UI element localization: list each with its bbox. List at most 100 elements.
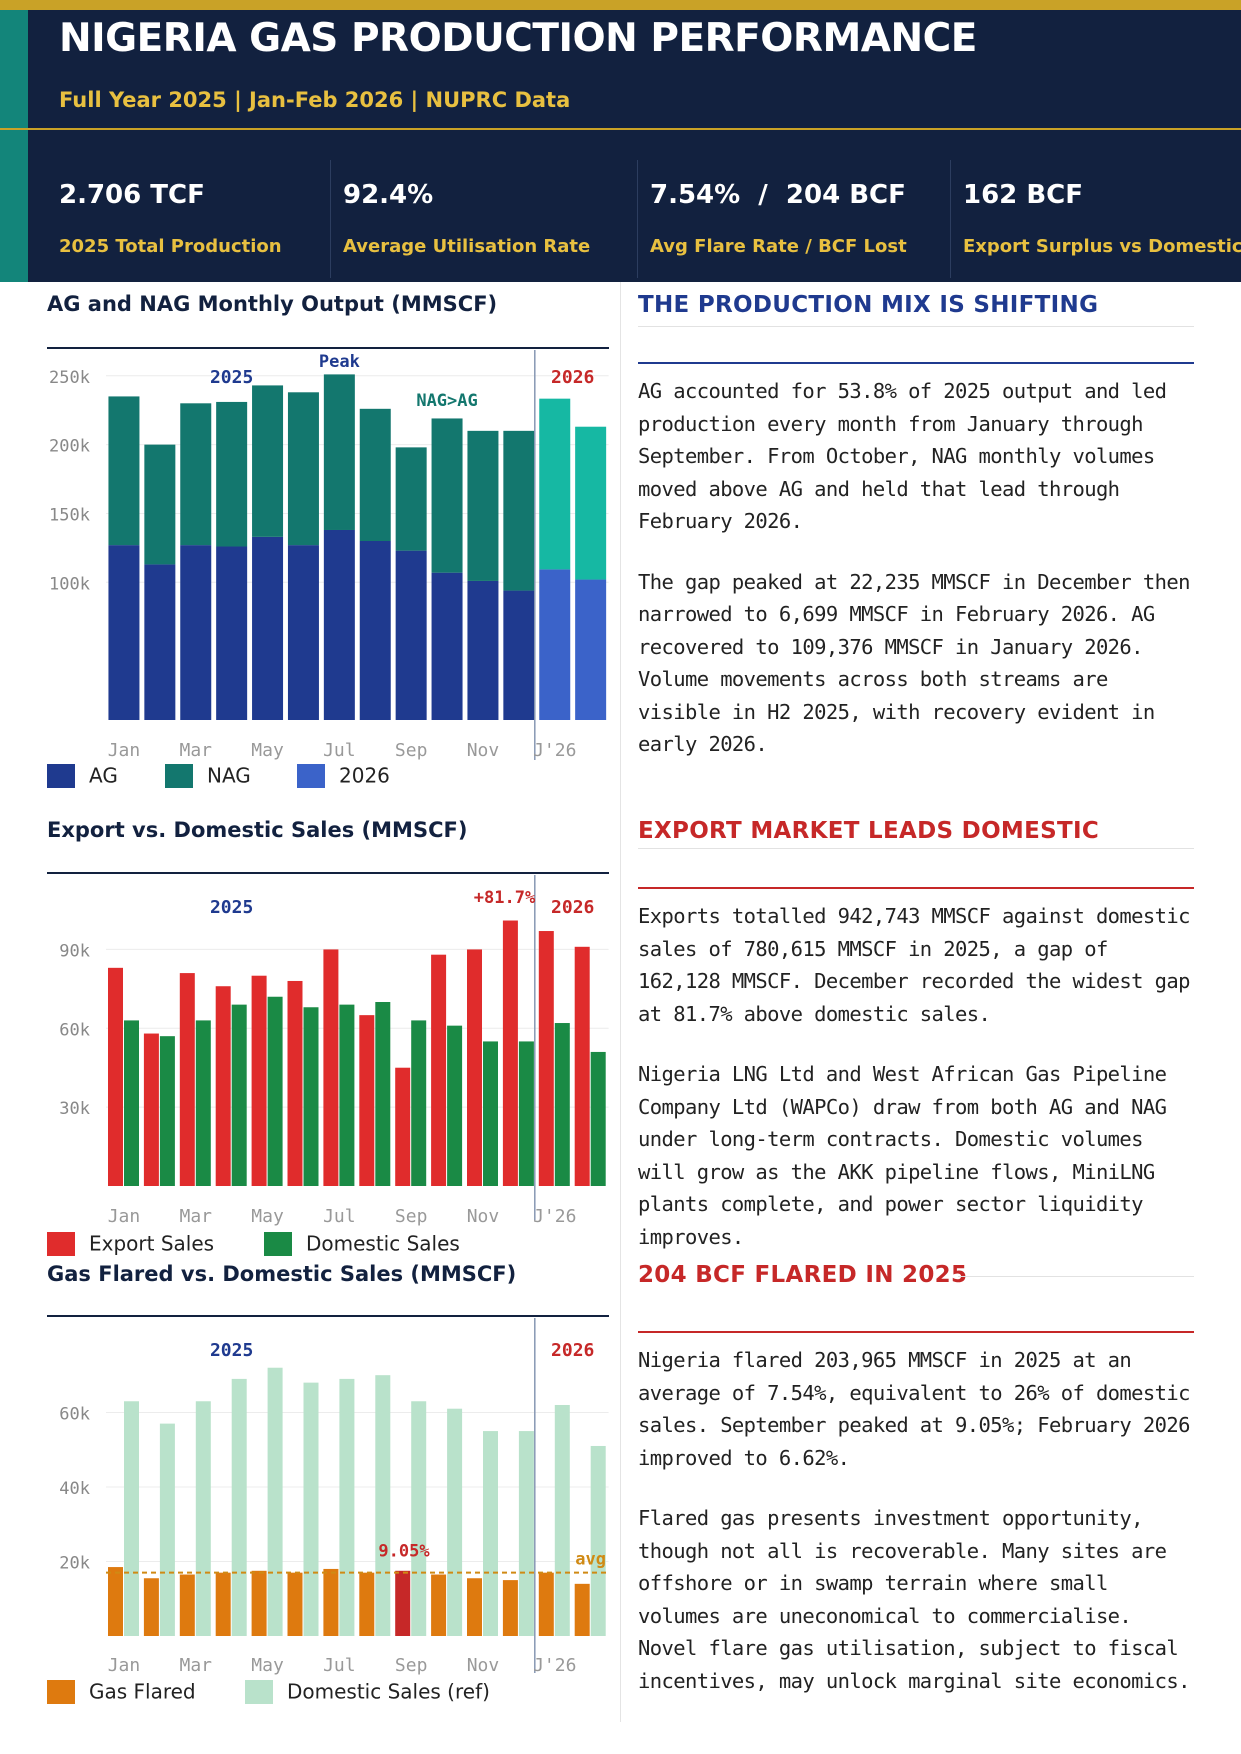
peak-annotation: Peak — [319, 352, 360, 372]
section-thin-rule — [638, 848, 1194, 849]
section-rule — [638, 362, 1194, 364]
legend-item-domestic-ref: Domestic Sales (ref) — [245, 1678, 490, 1704]
kpi-label: Average Utilisation Rate — [343, 236, 591, 257]
bar-domestic-May — [267, 996, 283, 1186]
bar-nag-Mar — [180, 403, 212, 546]
x-tick-label: Jan — [108, 1206, 141, 1227]
legend-item-ag: AG — [47, 762, 118, 788]
bar-flared-May — [251, 1570, 267, 1636]
x-tick-label: Jul — [323, 1655, 356, 1676]
x-tick-label: Jul — [323, 740, 356, 760]
legend-label: AG — [89, 763, 118, 788]
x-tick-label: Sep — [395, 1655, 428, 1676]
x-tick-label: Jul — [323, 1206, 356, 1227]
bar-domestic-Apr — [231, 1004, 247, 1186]
legend-swatch — [297, 763, 325, 788]
legend-item-flared: Gas Flared — [47, 1678, 196, 1704]
bar-export-Dec — [502, 920, 518, 1186]
bar-flared-Apr — [215, 1572, 231, 1636]
kpi-label: Export Surplus vs Domestic — [963, 236, 1241, 257]
bar-domestic-ref-Aug — [375, 1375, 391, 1636]
bar-domestic-ref-Mar — [195, 1401, 211, 1636]
section-body-export-market: Exports totalled 942,743 MMSCF against d… — [638, 900, 1194, 1253]
x-tick-label: May — [251, 1206, 284, 1227]
bar-flared-Jan'26 — [538, 1572, 554, 1636]
section-thin-rule — [958, 1276, 1194, 1277]
legend-label: Gas Flared — [89, 1679, 196, 1704]
bar-ag-Sep — [395, 550, 427, 720]
chart-rule — [47, 1315, 609, 1317]
bar-domestic-Feb'26 — [590, 1051, 606, 1186]
y-tick-label: 90k — [59, 941, 90, 961]
column-separator — [620, 282, 621, 1722]
bar-nag-Apr — [216, 401, 248, 547]
bar-domestic-ref-May — [267, 1367, 283, 1636]
legend-label: Domestic Sales — [306, 1231, 460, 1256]
bar-domestic-ref-Jan — [124, 1401, 139, 1636]
paragraph: Exports totalled 942,743 MMSCF against d… — [638, 904, 1190, 1026]
bar-export-Feb — [143, 1033, 159, 1186]
y-tick-label: 20k — [59, 1553, 90, 1573]
y-tick-label: 30k — [59, 1099, 90, 1119]
year-label-2025: 2025 — [210, 367, 253, 388]
bar-nag-Aug — [359, 408, 391, 541]
bar-domestic-Jan — [124, 1020, 139, 1186]
bar-nag-Feb — [144, 444, 176, 565]
legend-item-2026: 2026 — [297, 762, 390, 788]
chart-title-flared-domestic: Gas Flared vs. Domestic Sales (MMSCF) — [47, 1262, 517, 1286]
bar-flared-Jan — [108, 1567, 123, 1636]
chart-title-ag-nag: AG and NAG Monthly Output (MMSCF) — [47, 292, 498, 316]
bar-domestic-Jul — [339, 1004, 355, 1186]
legend-label: Domestic Sales (ref) — [287, 1679, 490, 1704]
bar-nag-Dec — [503, 430, 535, 591]
ag-nag-chart: 100k 150k 200k 250k Jan Mar May Jul Sep Nov J'26 20… — [49, 350, 609, 760]
bar-ag-Apr — [216, 546, 248, 720]
bar-export-Apr — [215, 986, 231, 1186]
y-tick-label: 60k — [59, 1404, 90, 1424]
bar-flared-Nov — [467, 1578, 482, 1636]
bar-nag-Jan'26 — [539, 398, 571, 570]
bar-domestic-ref-Apr — [231, 1378, 247, 1636]
x-tick-label: Mar — [179, 1655, 212, 1676]
x-tick-label: May — [251, 1655, 284, 1676]
y-tick-label: 200k — [49, 437, 90, 457]
bar-flared-Jun — [287, 1572, 303, 1636]
bar-nag-Jun — [287, 392, 319, 546]
gap-annotation: +81.7% — [474, 888, 536, 908]
bar-flared-Dec — [502, 1580, 518, 1636]
kpi-divider — [637, 160, 638, 278]
legend-swatch — [47, 1231, 75, 1256]
legend-item-export: Export Sales — [47, 1230, 214, 1256]
bar-ag-May — [252, 536, 284, 720]
bar-flared-Aug — [359, 1572, 375, 1636]
section-rule — [638, 1331, 1194, 1333]
bar-flared-Mar — [179, 1574, 195, 1636]
year-label-2026: 2026 — [551, 367, 594, 388]
x-tick-label: J'26 — [533, 1206, 576, 1227]
bar-nag-Sep — [395, 447, 427, 551]
legend-swatch — [47, 1679, 75, 1704]
legend-label: NAG — [207, 763, 251, 788]
legend-label: Export Sales — [89, 1231, 215, 1256]
bar-flared-Oct — [431, 1574, 447, 1636]
legend-label: 2026 — [339, 763, 390, 788]
bar-ag-Oct — [431, 572, 463, 720]
bar-flared-Feb — [143, 1578, 159, 1636]
kpi-label: Avg Flare Rate / BCF Lost — [650, 236, 907, 257]
paragraph: Nigeria LNG Ltd and West African Gas Pip… — [638, 1062, 1167, 1249]
year-label-2026: 2026 — [551, 897, 594, 918]
legend-swatch — [264, 1231, 292, 1256]
legend-swatch — [245, 1679, 273, 1704]
bar-ag-Nov — [467, 580, 499, 720]
bar-domestic-ref-Jun — [303, 1382, 319, 1636]
x-tick-label: J'26 — [533, 740, 576, 760]
legend-swatch — [47, 763, 75, 788]
bar-nag-Feb'26 — [575, 426, 607, 580]
section-body-production-mix: AG accounted for 53.8% of 2025 output an… — [638, 375, 1194, 761]
bar-domestic-ref-Feb'26 — [590, 1445, 606, 1636]
bar-ag-Jan — [108, 545, 140, 720]
bar-domestic-Jun — [303, 1007, 319, 1186]
bar-domestic-Jan'26 — [554, 1023, 570, 1186]
bar-domestic-Sep — [411, 1020, 427, 1186]
flared-domestic-chart: 20k 40k 60k Jan Mar May Jul Sep Nov J'26 2025 2026 9… — [59, 1318, 609, 1676]
